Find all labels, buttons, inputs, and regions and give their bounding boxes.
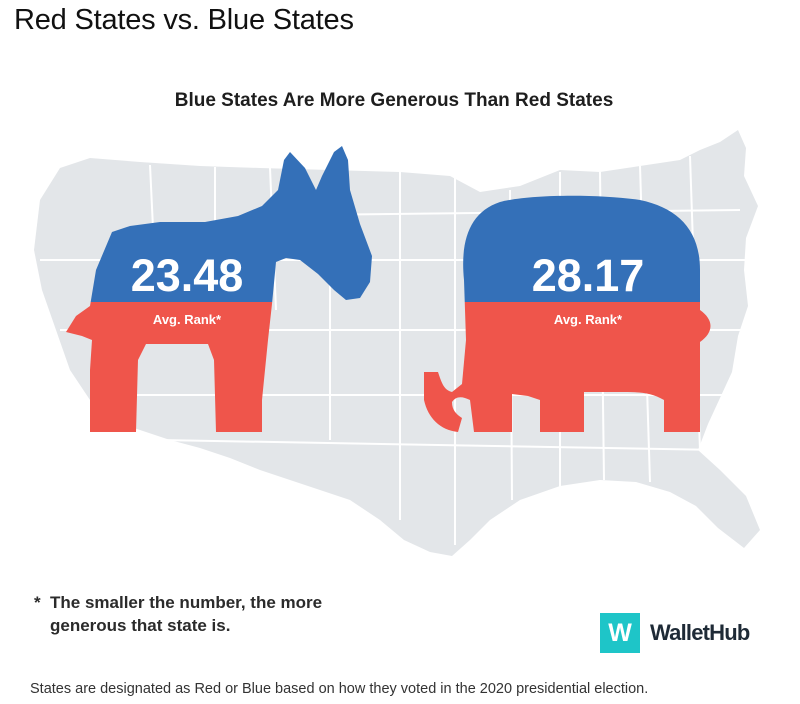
footnote-asterisk: * — [34, 593, 41, 612]
blue-states-value-label: 23.48 — [131, 250, 244, 301]
page-heading: Red States vs. Blue States — [14, 4, 354, 36]
red-states-value-label: 28.17 — [532, 250, 645, 301]
footnote-text: The smaller the number, the more generou… — [50, 593, 323, 635]
footnote: * The smaller the number, the more gener… — [34, 591, 370, 637]
wallethub-logo: W WalletHub — [600, 613, 750, 653]
wallethub-logo-mark: W — [600, 613, 640, 653]
red-states-sub-label: Avg. Rank* — [554, 312, 623, 327]
chart-title: Blue States Are More Generous Than Red S… — [175, 90, 614, 111]
wallethub-logo-name: WalletHub — [650, 620, 750, 645]
footer-caption: States are designated as Red or Blue bas… — [30, 681, 649, 697]
blue-states-sub-label: Avg. Rank* — [153, 312, 222, 327]
